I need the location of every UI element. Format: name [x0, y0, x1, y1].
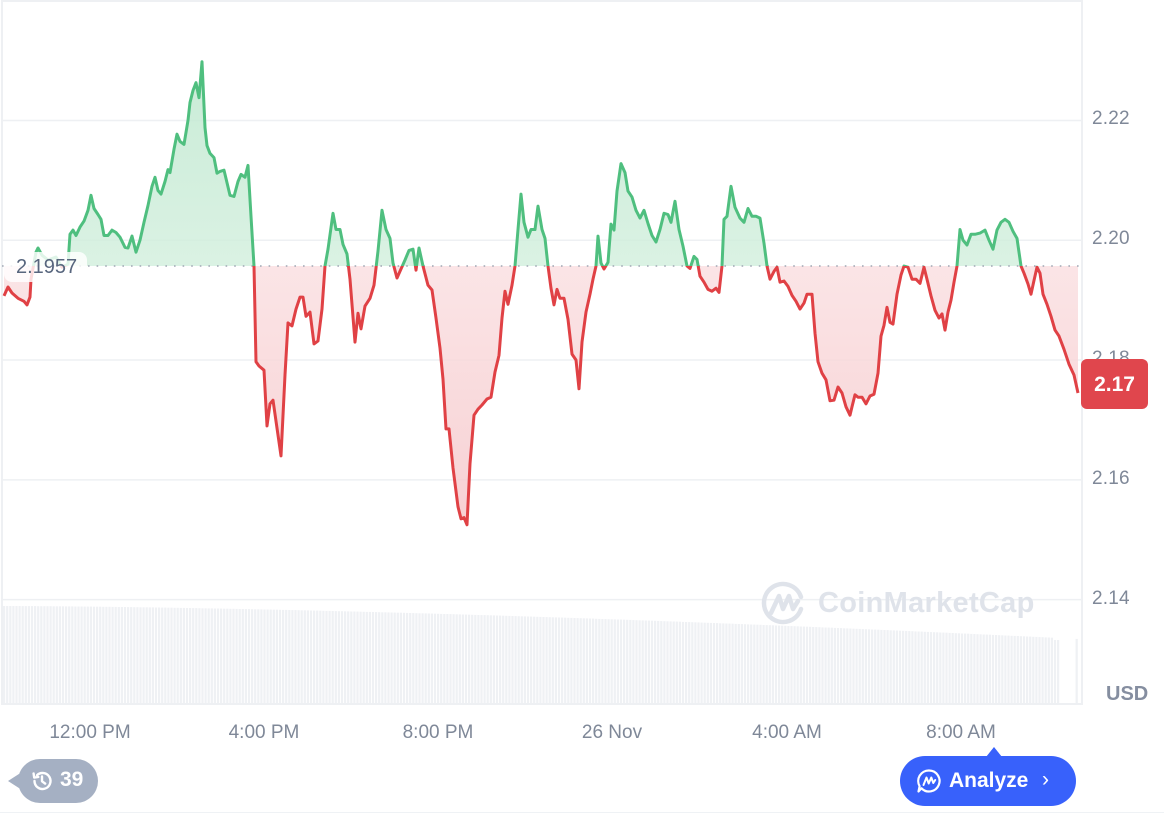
chevron-right-icon: › [1042, 768, 1049, 791]
x-tick-label: 4:00 AM [752, 722, 822, 743]
price-line-up [31, 60, 1038, 266]
plot-border [1, 0, 1083, 705]
history-count: 39 [60, 768, 84, 791]
baseline-price-label: 2.1957 [4, 252, 88, 282]
history-clock-icon [32, 771, 52, 791]
y-tick-label: 2.20 [1092, 228, 1130, 250]
currency-label: USD [1106, 683, 1149, 705]
last-price-badge: 2.17 [1081, 359, 1148, 409]
y-tick-label: 2.16 [1092, 467, 1130, 489]
x-tick-label: 8:00 AM [926, 722, 996, 743]
x-tick-label: 4:00 PM [228, 722, 300, 743]
area-above-baseline [4, 61, 1078, 266]
coinmarketcap-chat-icon [917, 769, 941, 793]
y-tick-label: 2.14 [1092, 587, 1130, 609]
coinmarketcap-logo-icon [761, 581, 804, 625]
y-tick-label: 2.22 [1092, 108, 1130, 130]
area-below-baseline [4, 266, 1078, 525]
x-tick-label: 26 Nov [581, 722, 643, 743]
x-tick-label: 12:00 PM [49, 722, 131, 743]
badge-body [18, 759, 98, 803]
history-button[interactable]: 39 [8, 759, 98, 803]
price-line-down [2, 266, 1080, 527]
watermark-text: CoinMarketCap [818, 586, 1035, 619]
volume-bars [3, 606, 1078, 703]
coinmarketcap-watermark: CoinMarketCap [760, 578, 1035, 628]
analyze-label: Analyze [949, 769, 1029, 792]
analyze-button[interactable]: Analyze › [900, 747, 1076, 806]
button-pointer [986, 747, 1002, 757]
divider [0, 812, 1164, 813]
x-tick-label: 8:00 PM [402, 722, 474, 743]
